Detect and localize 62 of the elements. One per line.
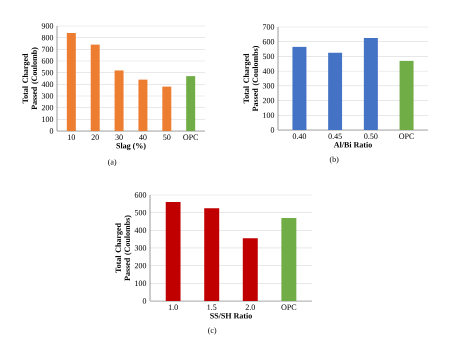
y-tick-label: 100 [42,116,54,122]
x-tick-label: 1.0 [168,304,178,310]
y-tick-label: 100 [263,112,274,118]
bar [186,76,196,131]
y-tick-label: 600 [42,58,54,64]
x-tick-label: 0.40 [292,134,306,139]
x-axis-title: SS/SH Ratio [210,312,252,318]
y-tick-label: 500 [134,210,146,216]
x-tick-label: 0.45 [328,134,342,139]
y-tick-label: 300 [262,83,274,89]
bar [364,38,378,130]
y-tick-label: 700 [263,24,274,30]
y-tick-label: 200 [134,262,146,268]
y-tick-label: 800 [42,34,54,40]
x-tick-label: 1.5 [207,304,216,310]
x-tick-label: 30 [115,134,123,140]
y-tick-label: 700 [42,46,54,52]
bar [114,70,124,131]
x-tick-label: OPC [399,134,414,139]
y-tick-label: 100 [135,280,146,286]
bar [204,208,220,301]
bar [400,60,414,130]
bar [292,46,306,130]
y-axis-title: Total Charged Passed (Coulomb) [22,48,39,110]
bar [242,238,258,301]
text: (c) [208,327,216,335]
y-tick-label: 300 [42,93,54,99]
y-tick-label: 900 [42,23,54,29]
y-tick-label: 300 [134,245,146,251]
y-axis-title: Total Charged Passed (Coulombs) [243,46,260,112]
x-tick-label: 10 [68,134,76,140]
x-tick-label: 2.0 [246,304,255,310]
x-tick-label: 20 [92,134,99,140]
y-tick-label: 0 [142,298,146,304]
y-tick-label: 500 [42,70,54,76]
text: (a) [108,158,116,166]
bar [90,44,100,131]
x-tick-label: 0.50 [364,134,378,139]
x-axis-title: Al/Bi Ratio [334,142,372,148]
x-tick-label: 50 [163,134,171,140]
x-tick-label: OPC [183,134,198,140]
x-axis-title: Slag (%) [116,142,146,150]
y-tick-label: 400 [134,228,146,234]
x-tick-label: OPC [281,304,296,310]
y-axis-title: Total Charged Passed (Coulombs) [115,215,132,281]
bar [166,202,181,301]
y-tick-label: 400 [262,68,274,74]
bar [281,218,296,301]
y-tick-label: 0 [270,127,274,133]
y-tick-label: 400 [42,82,54,88]
x-tick-label: 40 [139,134,147,140]
bar [328,52,342,130]
y-tick-label: 200 [262,98,274,104]
y-tick-label: 200 [42,104,54,110]
bar [138,80,148,131]
bar [162,86,172,131]
y-tick-label: 0 [50,128,54,134]
y-tick-label: 600 [134,192,146,198]
y-tick-label: 600 [262,39,274,44]
y-tick-label: 500 [262,54,274,60]
text: (b) [330,156,338,164]
bar [66,33,76,131]
